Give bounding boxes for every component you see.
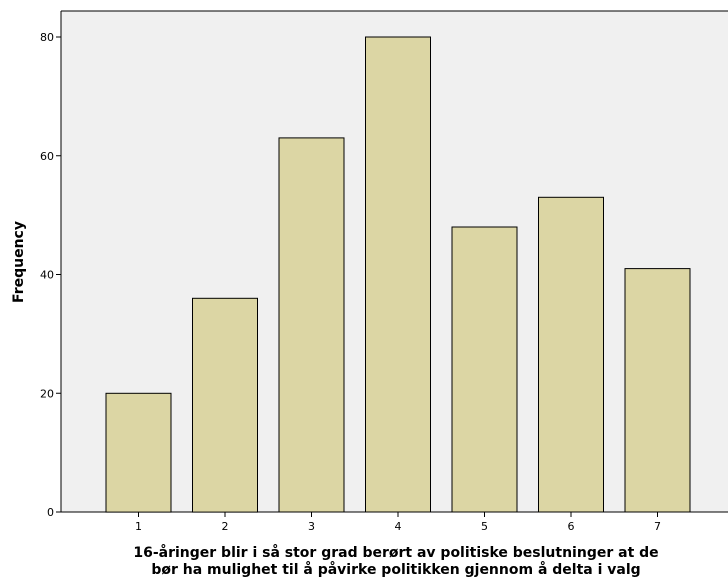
bar-1 xyxy=(105,392,172,513)
x-ticks-group: 1 2 3 4 5 6 7 xyxy=(135,512,661,533)
x-tick-label-2: 2 xyxy=(222,520,229,533)
bar-7 xyxy=(624,268,691,513)
y-tick-label-20: 20 xyxy=(40,387,54,400)
bar-5 xyxy=(451,226,518,513)
x-tick-label-7: 7 xyxy=(654,520,661,533)
x-axis-title-line-1: 16-åringer blir i så stor grad berørt av… xyxy=(133,544,658,561)
y-ticks-group: 0 20 40 60 80 xyxy=(40,31,61,519)
y-tick-label-0: 0 xyxy=(47,506,54,519)
x-axis-title-line-2: bør ha mulighet til å påvirke politikken… xyxy=(151,561,640,578)
y-tick-label-40: 40 xyxy=(40,269,54,282)
bar-2 xyxy=(192,297,258,513)
y-tick-label-60: 60 xyxy=(40,150,54,163)
bar-6 xyxy=(538,196,604,513)
bar-4 xyxy=(365,36,431,513)
y-tick-label-80: 80 xyxy=(40,31,54,44)
y-axis-title: Frequency xyxy=(11,221,27,303)
bars-group xyxy=(105,36,691,513)
x-tick-label-1: 1 xyxy=(135,520,142,533)
x-tick-label-6: 6 xyxy=(568,520,575,533)
bar-3 xyxy=(278,137,345,513)
x-tick-label-4: 4 xyxy=(395,520,402,533)
x-tick-label-3: 3 xyxy=(308,520,315,533)
x-tick-label-5: 5 xyxy=(481,520,488,533)
